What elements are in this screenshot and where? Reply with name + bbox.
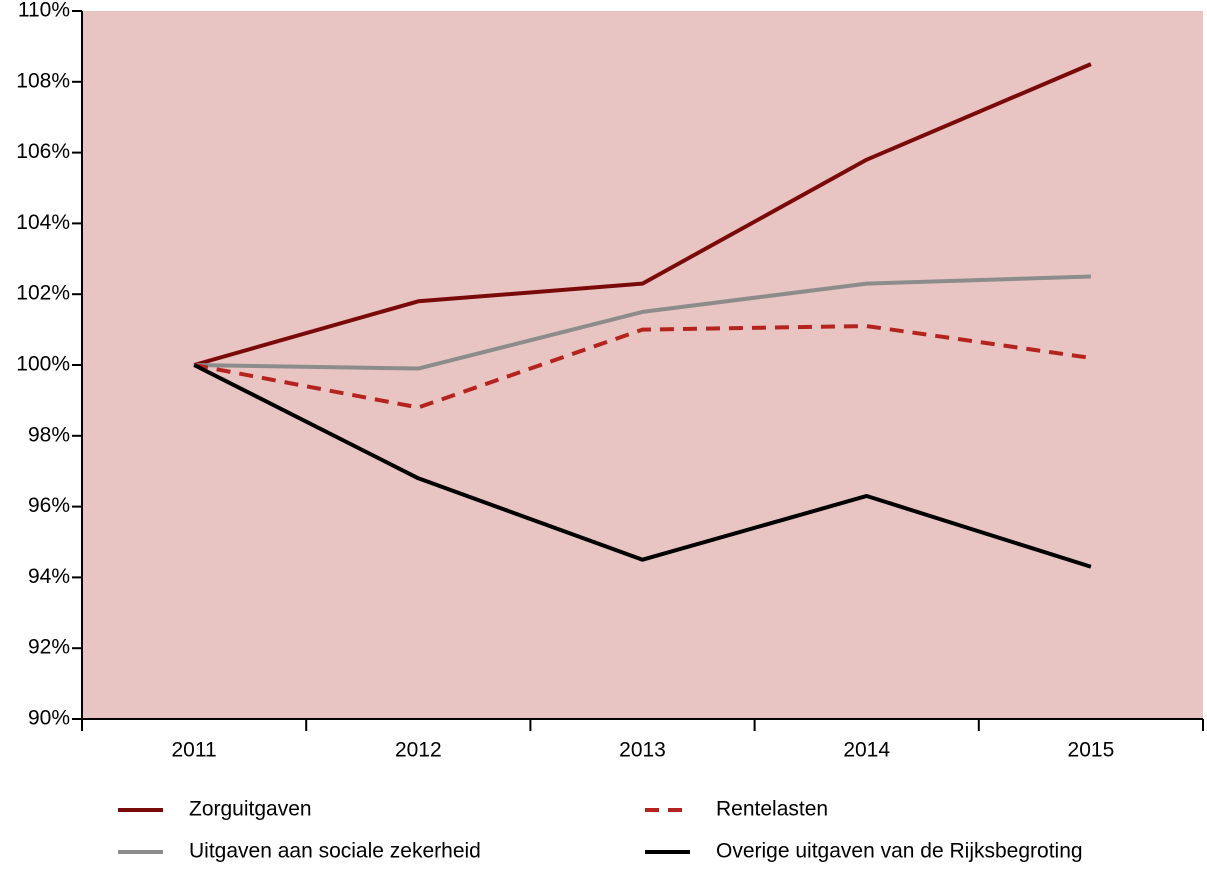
y-tick-label: 100% xyxy=(16,353,70,376)
series-line xyxy=(193,363,1092,569)
x-tick-label: 2014 xyxy=(843,739,890,762)
y-tick-label: 102% xyxy=(16,282,70,305)
y-tick-label: 96% xyxy=(28,494,70,517)
y-tick-label: 92% xyxy=(28,636,70,659)
legend-label: Uitgaven aan sociale zekerheid xyxy=(189,840,481,863)
y-tick-label: 108% xyxy=(16,69,70,92)
x-tick-label: 2011 xyxy=(172,739,217,762)
series-line xyxy=(193,324,1092,410)
series-line xyxy=(194,274,1091,371)
legend-label: Overige uitgaven van de Rijksbegroting xyxy=(716,840,1083,863)
y-tick-label: 90% xyxy=(28,707,70,730)
x-tick-label: 2012 xyxy=(395,739,442,762)
x-tick-label: 2013 xyxy=(619,739,666,762)
y-tick-label: 106% xyxy=(16,140,70,163)
series-line xyxy=(193,62,1092,367)
legend-label: Zorguitgaven xyxy=(189,798,312,821)
x-tick-label: 2015 xyxy=(1068,739,1115,762)
y-tick-label: 98% xyxy=(28,423,70,446)
y-tick-label: 104% xyxy=(16,211,70,234)
legend-label: Rentelasten xyxy=(716,798,828,821)
y-tick-label: 110% xyxy=(18,0,70,22)
y-tick-label: 94% xyxy=(28,565,70,588)
